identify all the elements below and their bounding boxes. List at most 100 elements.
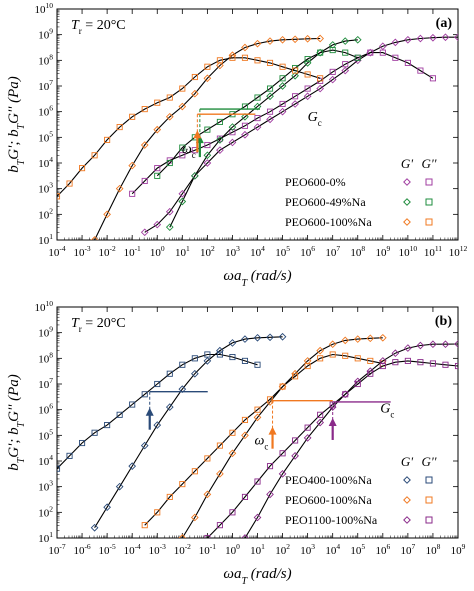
- storage-modulus-point: [316, 418, 324, 427]
- x-tick-label: 106: [300, 244, 315, 259]
- storage-modulus-point: [153, 421, 162, 429]
- reference-temperature: Tr = 20°C: [71, 18, 126, 36]
- x-tick-label: 108: [350, 244, 365, 259]
- x-tick-label: 100: [150, 244, 165, 259]
- x-tick-label: 105: [350, 542, 365, 557]
- storage-modulus-point: [178, 197, 187, 206]
- storage-modulus-point: [115, 184, 124, 193]
- loss-modulus-point: [266, 396, 274, 403]
- x-axis-label: ωaT (rad/s): [223, 268, 291, 289]
- storage-modulus-point: [278, 107, 287, 116]
- loss-modulus-point: [304, 71, 311, 78]
- storage-modulus-point: [228, 339, 237, 347]
- storage-modulus-point: [291, 100, 299, 108]
- loss-modulus-point: [166, 370, 173, 377]
- legend-marker-loss: [425, 178, 433, 186]
- loss-modulus-point: [304, 362, 311, 370]
- loss-modulus-point: [317, 75, 324, 82]
- storage-modulus-point: [203, 74, 212, 83]
- storage-modulus-point: [291, 452, 299, 460]
- omega-c-label: ωc: [182, 142, 196, 160]
- loss-modulus-point: [204, 141, 211, 149]
- y-tick-label: 109: [38, 27, 53, 42]
- y-tick-label: 103: [38, 181, 53, 196]
- x-tick-label: 101: [250, 542, 265, 557]
- x-tick-label: 10-2: [174, 542, 191, 557]
- storage-modulus-point: [391, 349, 400, 358]
- storage-modulus-point: [266, 333, 274, 342]
- loss-modulus-point: [329, 351, 336, 358]
- storage-modulus-point: [216, 146, 224, 155]
- loss-modulus-point: [329, 47, 336, 54]
- loss-modulus-point: [317, 49, 324, 56]
- storage-modulus-point: [140, 141, 149, 149]
- storage-modulus-fit-line: [244, 343, 458, 538]
- y-tick-label: 105: [38, 427, 53, 442]
- storage-modulus-point: [153, 125, 162, 134]
- loss-modulus-point: [241, 357, 249, 364]
- storage-modulus-point: [228, 123, 237, 131]
- legend-header-loss: G'': [422, 156, 437, 171]
- loss-modulus-point: [216, 442, 223, 449]
- y-tick-label: 108: [38, 52, 53, 67]
- storage-modulus-point: [178, 102, 187, 111]
- loss-modulus-point: [342, 391, 349, 398]
- crossover-arrow-head: [268, 426, 277, 435]
- loss-modulus-point: [429, 75, 436, 82]
- storage-modulus-point: [241, 431, 249, 440]
- legend-marker-loss: [425, 516, 433, 524]
- loss-modulus-point: [57, 465, 61, 472]
- loss-modulus-point: [266, 85, 274, 92]
- storage-modulus-point: [241, 335, 249, 343]
- storage-modulus-point: [328, 41, 337, 49]
- y-tick-label: 104: [38, 155, 53, 170]
- y-tick-label: 104: [38, 453, 53, 468]
- x-tick-label: 100: [225, 542, 240, 557]
- storage-modulus-fit-line: [94, 37, 321, 240]
- x-tick-label: 104: [250, 244, 265, 259]
- y-tick-label: 101: [38, 530, 53, 545]
- loss-modulus-point: [229, 429, 236, 436]
- x-tick-label: 109: [375, 244, 390, 259]
- storage-modulus-point: [429, 340, 437, 349]
- storage-modulus-point: [378, 357, 387, 365]
- loss-modulus-point: [254, 478, 261, 485]
- x-tick-label: 1012: [449, 244, 468, 259]
- storage-modulus-point: [153, 220, 162, 229]
- loss-modulus-point: [154, 172, 161, 179]
- legend-marker-storage: [403, 516, 411, 524]
- loss-modulus-point: [141, 177, 148, 185]
- storage-modulus-point: [341, 336, 350, 345]
- x-tick-label: 10-3: [73, 244, 90, 259]
- loss-modulus-point: [129, 113, 136, 120]
- loss-modulus-point: [79, 165, 86, 172]
- storage-modulus-point: [303, 92, 312, 101]
- legend-marker-loss: [425, 496, 433, 504]
- loss-modulus-point: [266, 108, 274, 115]
- loss-modulus-point: [304, 424, 311, 431]
- y-tick-label: 107: [38, 78, 53, 93]
- crossover-arrow-head: [328, 417, 337, 426]
- crossover-arrow-head: [193, 130, 202, 139]
- storage-modulus-point: [253, 39, 262, 48]
- loss-modulus-point: [367, 49, 374, 56]
- loss-modulus-point: [367, 370, 374, 377]
- loss-modulus-point: [292, 93, 299, 100]
- storage-modulus-point: [241, 130, 249, 139]
- loss-modulus-point: [191, 73, 198, 81]
- loss-modulus-point: [204, 455, 211, 462]
- loss-modulus-point: [379, 49, 386, 56]
- loss-modulus-point: [229, 509, 236, 516]
- legend-entry-label: PEO400-100%Na: [285, 473, 372, 487]
- x-tick-label: 10-4: [124, 542, 141, 557]
- x-tick-label: 1011: [424, 244, 442, 259]
- y-tick-label: 106: [38, 402, 53, 417]
- loss-modulus-fit-line: [207, 360, 458, 538]
- storage-modulus-point: [266, 115, 274, 124]
- storage-modulus-point: [353, 35, 362, 44]
- loss-modulus-point: [179, 361, 186, 368]
- legend-entry-label: PEO600-100%Na: [285, 493, 372, 507]
- storage-modulus-point: [278, 332, 287, 341]
- storage-modulus-point: [378, 333, 387, 342]
- legend-marker-storage: [403, 198, 411, 206]
